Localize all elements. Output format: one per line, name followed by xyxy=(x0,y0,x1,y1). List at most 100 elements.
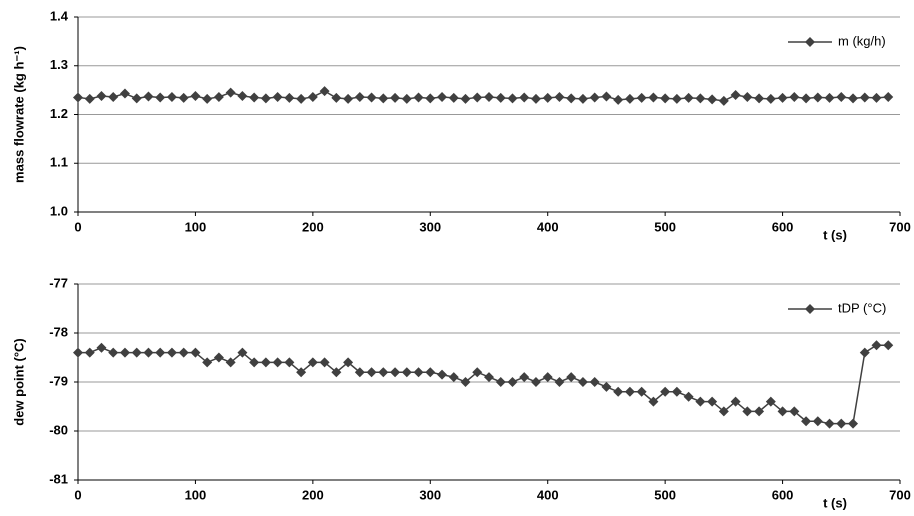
y-tick-label: 1.4 xyxy=(50,8,69,23)
data-point xyxy=(272,357,283,368)
data-point xyxy=(507,377,518,387)
data-point xyxy=(530,377,541,387)
x-tick-label: 600 xyxy=(772,219,794,234)
data-point xyxy=(448,92,459,103)
legend-marker xyxy=(805,304,815,314)
data-point xyxy=(343,93,354,104)
data-point xyxy=(178,92,189,103)
data-point xyxy=(601,381,612,392)
data-point xyxy=(143,91,154,102)
data-point xyxy=(155,347,166,358)
data-point xyxy=(742,406,753,417)
data-point xyxy=(166,347,177,358)
data-point xyxy=(425,93,436,104)
data-point xyxy=(554,91,565,102)
data-point xyxy=(296,93,307,104)
x-tick-label: 300 xyxy=(419,487,441,502)
data-point xyxy=(789,406,800,417)
data-point xyxy=(131,93,142,104)
data-point xyxy=(683,391,694,402)
data-point xyxy=(848,93,859,104)
data-point xyxy=(589,92,600,103)
data-point xyxy=(519,372,530,383)
data-point xyxy=(718,406,729,417)
x-axis-label: t (s) xyxy=(823,495,847,510)
data-point xyxy=(754,406,765,417)
data-point xyxy=(213,352,224,363)
data-point xyxy=(530,93,541,104)
data-point xyxy=(331,92,342,103)
data-point xyxy=(225,87,236,98)
y-tick-label: 1.3 xyxy=(50,57,68,72)
data-point xyxy=(883,91,894,102)
data-point xyxy=(566,93,577,104)
y-tick-label: 1.2 xyxy=(50,106,68,121)
data-point xyxy=(260,357,271,368)
data-point xyxy=(401,367,412,378)
data-point xyxy=(636,92,647,103)
y-axis-label: dew point (°C) xyxy=(11,338,26,426)
data-point xyxy=(707,94,718,105)
data-point xyxy=(73,92,83,103)
data-point xyxy=(660,386,671,397)
data-point xyxy=(624,93,635,104)
data-point xyxy=(413,367,424,378)
data-point xyxy=(742,91,753,102)
data-point xyxy=(73,347,83,358)
data-point xyxy=(378,367,389,378)
data-point xyxy=(871,92,882,103)
y-axis-label: mass flowrate (kg h⁻¹) xyxy=(11,46,26,183)
series-line xyxy=(78,344,889,425)
data-point xyxy=(660,93,671,104)
data-point xyxy=(84,347,95,358)
data-point xyxy=(718,95,729,106)
data-point xyxy=(671,93,682,104)
data-point xyxy=(460,377,471,387)
data-point xyxy=(542,372,553,383)
data-point xyxy=(202,357,213,368)
data-point xyxy=(836,91,847,102)
data-point xyxy=(249,92,260,103)
x-tick-label: 600 xyxy=(772,487,794,502)
data-point xyxy=(390,367,401,378)
data-point xyxy=(765,93,776,104)
data-point xyxy=(707,396,718,407)
data-point xyxy=(366,92,377,103)
data-point xyxy=(108,91,119,102)
data-point xyxy=(765,396,776,407)
data-point xyxy=(190,347,201,358)
data-point xyxy=(202,93,213,104)
data-point xyxy=(871,340,882,351)
data-point xyxy=(108,347,119,358)
data-point xyxy=(296,367,307,378)
data-point xyxy=(484,372,494,383)
data-point xyxy=(636,386,647,397)
data-point xyxy=(390,92,401,103)
data-point xyxy=(613,386,624,397)
data-point xyxy=(648,92,659,103)
data-point xyxy=(272,91,283,102)
data-point xyxy=(119,88,130,99)
data-point xyxy=(577,377,588,387)
data-point xyxy=(801,416,812,427)
data-point xyxy=(495,92,506,103)
data-point xyxy=(354,91,365,102)
y-tick-label: -78 xyxy=(49,324,68,339)
data-point xyxy=(730,396,741,407)
x-tick-label: 500 xyxy=(654,487,676,502)
data-point xyxy=(96,90,107,101)
data-point xyxy=(354,367,365,378)
data-point xyxy=(331,367,342,378)
data-point xyxy=(589,377,600,387)
data-point xyxy=(695,93,706,104)
data-point xyxy=(883,340,894,351)
data-point xyxy=(566,372,577,383)
data-point xyxy=(307,91,318,102)
x-tick-label: 300 xyxy=(419,219,441,234)
data-point xyxy=(824,92,835,103)
legend-marker xyxy=(805,37,815,47)
data-point xyxy=(366,367,377,378)
data-point xyxy=(437,369,448,380)
data-point xyxy=(777,92,788,103)
data-point xyxy=(859,347,870,358)
